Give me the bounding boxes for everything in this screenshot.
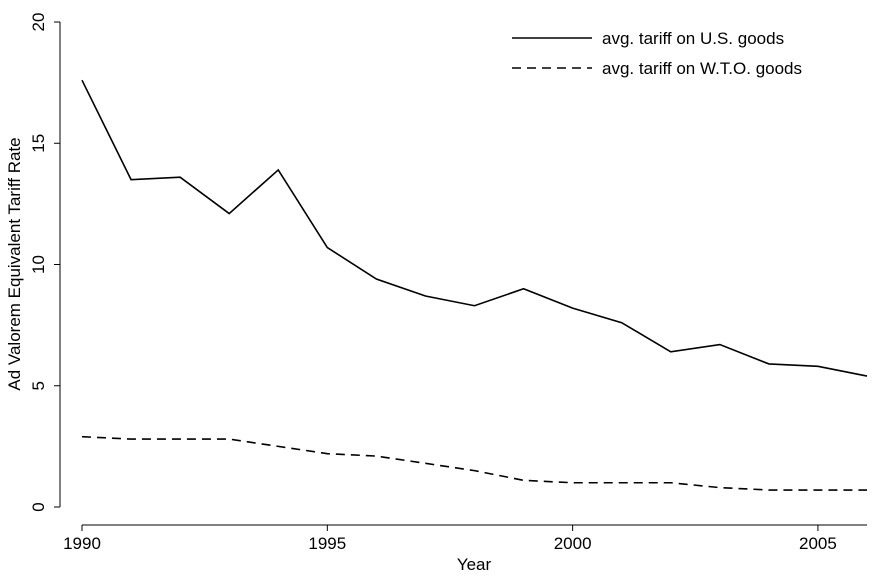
y-tick-label: 10 [29, 255, 48, 274]
x-tick-label: 2000 [554, 534, 592, 553]
y-tick-label: 15 [29, 134, 48, 153]
x-tick-label: 1995 [308, 534, 346, 553]
y-tick-label: 5 [29, 381, 48, 390]
y-axis-label: Ad Valorem Equivalent Tariff Rate [5, 137, 24, 390]
series-line [81, 79, 868, 377]
series-line [81, 435, 867, 491]
x-tick-label: 1990 [63, 534, 101, 553]
legend-label: avg. tariff on W.T.O. goods [602, 59, 802, 78]
x-tick-label: 2005 [799, 534, 837, 553]
y-tick-label: 0 [29, 502, 48, 511]
legend-label: avg. tariff on U.S. goods [602, 29, 784, 48]
y-tick-label: 20 [29, 13, 48, 32]
x-axis-label: Year [457, 555, 492, 574]
